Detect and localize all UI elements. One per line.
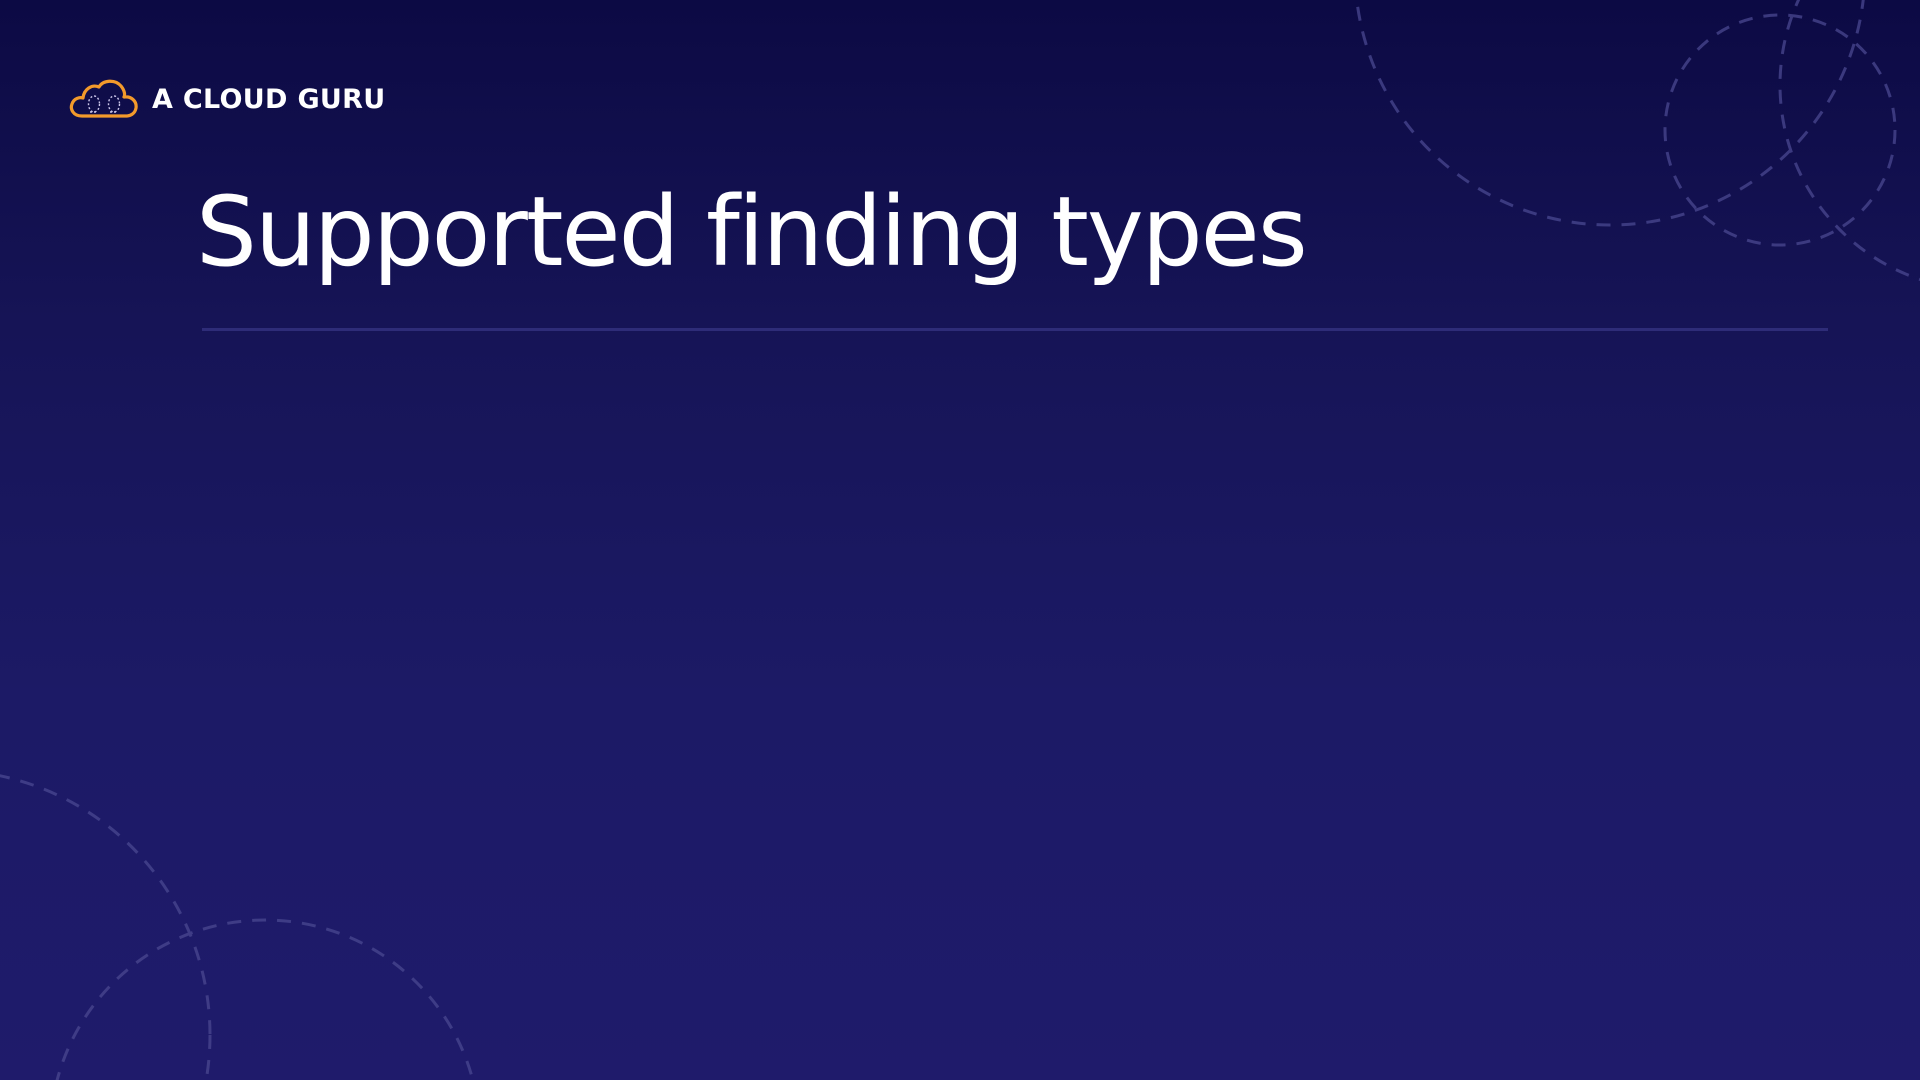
decor-circle-top-right [1778, 0, 1920, 281]
decor-circle-bottom-center [55, 918, 475, 1080]
brand-name: A CLOUD GURU [152, 84, 386, 115]
decor-circle-top-small [1663, 13, 1897, 247]
brand-header: A CLOUD GURU [68, 76, 385, 122]
slide-title: Supported finding types [196, 176, 1308, 288]
cloud-logo-icon [69, 79, 138, 118]
title-divider [202, 328, 1828, 331]
decor-circle-top-large [1355, 0, 1865, 227]
decor-circle-bottom-left [0, 774, 212, 1080]
